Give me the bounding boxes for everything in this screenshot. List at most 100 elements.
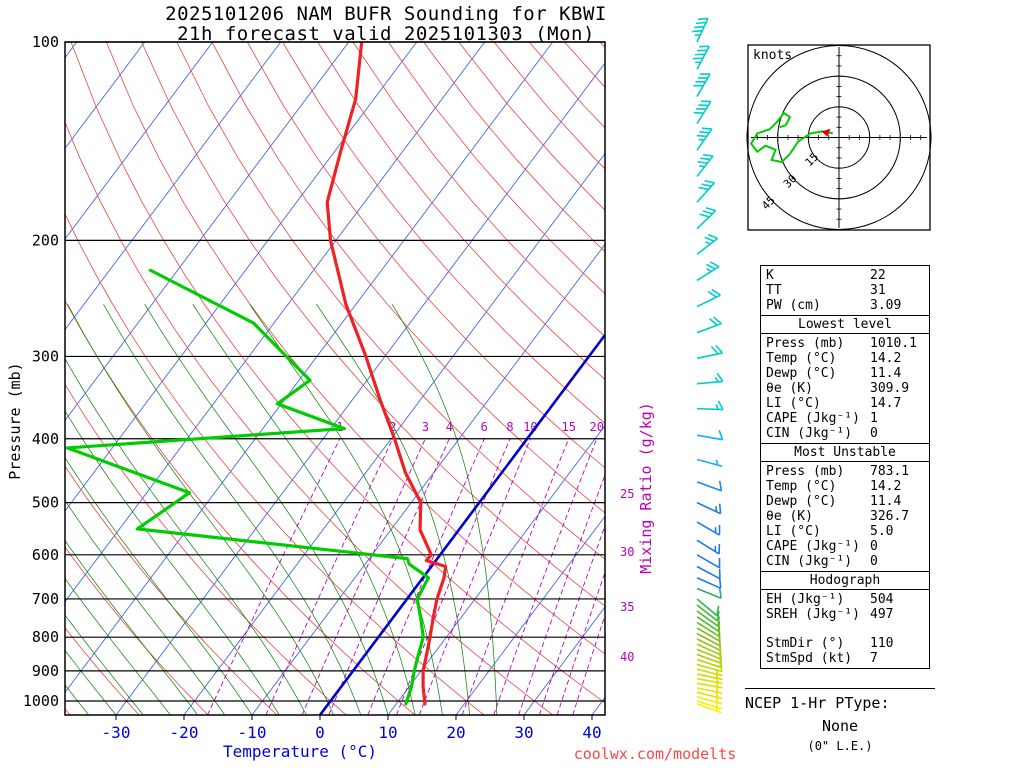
stat-row: StmDir (°) 110	[766, 636, 929, 651]
wind-barb	[696, 153, 714, 178]
stat-label: Press (mb)	[766, 336, 845, 351]
stat-row: StmSpd (kt) 7	[766, 651, 929, 666]
wind-barb	[693, 73, 711, 97]
stat-value: 11.4	[870, 494, 902, 509]
stat-value: 309.9	[870, 381, 910, 396]
svg-text:200: 200	[32, 231, 59, 249]
stat-label: Press (mb)	[766, 464, 845, 479]
stat-row: Dewp (°C) 11.4	[766, 366, 929, 381]
page-title: 2025101206 NAM BUFR Sounding for KBWI	[165, 3, 607, 25]
wind-barb	[696, 598, 720, 617]
stat-value: 14.2	[870, 351, 902, 366]
stat-label: TT	[766, 283, 782, 298]
stat-label: θe (K)	[766, 509, 813, 524]
stat-value: 14.2	[870, 479, 902, 494]
stat-label: LI (°C)	[766, 396, 821, 411]
svg-text:3: 3	[422, 420, 429, 434]
stats-section-header: Hodograph	[760, 571, 930, 590]
svg-text:20: 20	[589, 420, 603, 434]
stat-row: LI (°C) 5.0	[766, 524, 929, 539]
stat-row: CIN (Jkg⁻¹) 0	[766, 554, 929, 569]
svg-text:400: 400	[32, 430, 59, 448]
svg-text:-20: -20	[170, 723, 199, 742]
stat-value: 22	[870, 268, 886, 283]
stat-row: LI (°C) 14.7	[766, 396, 929, 411]
wind-barb	[696, 458, 723, 467]
stat-label: Dewp (°C)	[766, 366, 837, 381]
storm-motion-marker	[821, 128, 831, 137]
wind-barb	[696, 554, 721, 569]
stat-label: CAPE (Jkg⁻¹)	[766, 411, 860, 426]
stat-row: PW (cm) 3.09	[766, 298, 929, 313]
wind-barb	[696, 700, 722, 710]
wind-barb	[696, 681, 723, 689]
wind-barb	[692, 45, 710, 70]
svg-text:30: 30	[514, 723, 533, 742]
wind-barb	[696, 501, 722, 515]
wind-barb	[696, 565, 721, 580]
stat-label: EH (Jkg⁻¹)	[766, 592, 845, 607]
svg-text:6: 6	[481, 420, 488, 434]
stat-value: 3.09	[870, 298, 902, 313]
wind-barb	[696, 400, 724, 411]
ptype-panel: NCEP 1-Hr PType: None (0" L.E.)	[745, 688, 935, 753]
wind-barb	[696, 207, 717, 230]
stat-row: CAPE (Jkg⁻¹) 0	[766, 539, 929, 554]
svg-text:30: 30	[620, 545, 634, 559]
wind-barb	[696, 539, 721, 555]
pressure-axis-label: Pressure (mb)	[6, 362, 24, 480]
stat-label: CAPE (Jkg⁻¹)	[766, 539, 860, 554]
stat-label: θe (K)	[766, 381, 813, 396]
stat-label: LI (°C)	[766, 524, 821, 539]
svg-text:15: 15	[561, 420, 575, 434]
wind-barb	[696, 577, 722, 590]
stat-row: Dewp (°C) 11.4	[766, 494, 929, 509]
stat-value: 0	[870, 539, 878, 554]
wind-barb	[696, 587, 722, 600]
stat-value: 497	[870, 607, 894, 622]
svg-text:700: 700	[32, 590, 59, 608]
stat-label: K	[766, 268, 774, 283]
wind-barb	[696, 521, 721, 536]
temperature-axis-label: Temperature (°C)	[222, 742, 378, 761]
stat-row: K 22	[766, 268, 929, 283]
temperature-curve	[325, 42, 448, 706]
wind-barb	[696, 677, 723, 685]
svg-text:10: 10	[378, 723, 397, 742]
stats-section-header: Lowest level	[760, 315, 930, 334]
svg-text:1000: 1000	[23, 692, 59, 710]
svg-text:900: 900	[32, 662, 59, 680]
stat-value: 326.7	[870, 509, 910, 524]
stat-value: 14.7	[870, 396, 902, 411]
dewpoint-curve	[65, 268, 430, 706]
stat-value: 7	[870, 651, 878, 666]
wind-barb	[696, 686, 723, 695]
svg-text:100: 100	[32, 33, 59, 51]
svg-text:20: 20	[446, 723, 465, 742]
wind-barb	[696, 372, 724, 385]
stat-label: CIN (Jkg⁻¹)	[766, 554, 853, 569]
wind-barb	[696, 695, 723, 705]
stats-panel: K 22 TT 31 PW (cm) 3.09 Lowest level Press (mb)…	[760, 265, 930, 669]
svg-text:-10: -10	[238, 723, 267, 742]
wind-barb	[696, 430, 724, 441]
plot-border	[64, 41, 606, 716]
svg-text:40: 40	[620, 650, 634, 664]
stat-value: 504	[870, 592, 894, 607]
stat-value: 11.4	[870, 366, 902, 381]
stat-row: CIN (Jkg⁻¹) 0	[766, 426, 929, 441]
mixing-ratio-axis-label: Mixing Ratio (g/kg)	[637, 402, 655, 574]
wind-barb	[696, 673, 723, 681]
stat-label: Temp (°C)	[766, 479, 837, 494]
profiles	[65, 42, 448, 706]
hodograph-units-label: knots	[753, 48, 792, 63]
stats-section-box: EH (Jkg⁻¹) 504 SREH (Jkg⁻¹) 497 StmDir (°) 11…	[760, 589, 930, 669]
wind-barb	[696, 233, 718, 255]
wind-barb	[696, 604, 720, 622]
stat-value: 1	[870, 411, 878, 426]
stat-row: CAPE (Jkg⁻¹) 1	[766, 411, 929, 426]
stat-label: StmDir (°)	[766, 636, 845, 651]
